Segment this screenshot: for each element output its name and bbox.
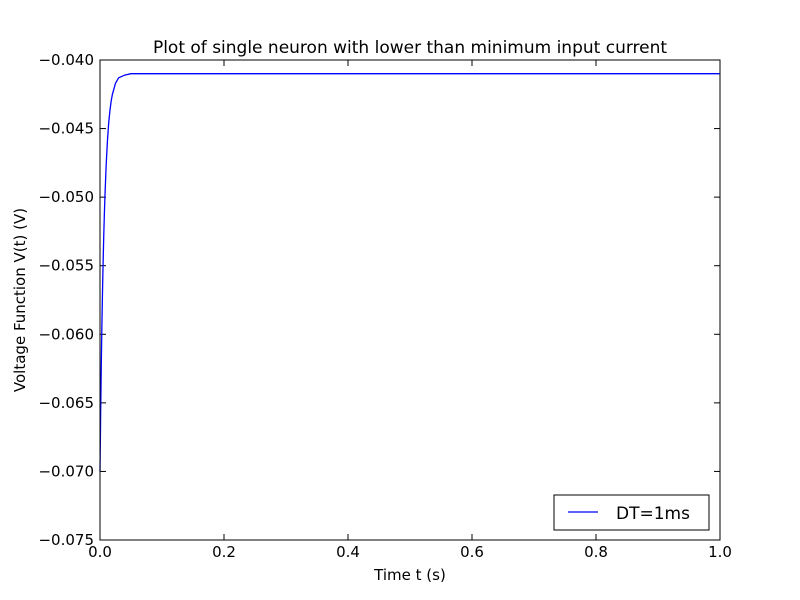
y-tick-label: −0.045 [38, 120, 94, 138]
series-layer [99, 73, 720, 472]
plot-area-frame [99, 59, 721, 541]
y-axis-label: Voltage Function V(t) (V) [11, 208, 29, 392]
axis-ticks: 0.0 0.2 0.4 0.6 0.8 1.0 −0.075 −0.070 −0.065 −0.0… [38, 51, 731, 561]
x-tick-label: 0.8 [584, 543, 608, 561]
x-tick-label: 0.2 [212, 543, 236, 561]
legend-label: DT=1ms [616, 504, 690, 524]
series-line [99, 73, 720, 472]
x-axis-label: Time t (s) [373, 566, 446, 584]
y-tick-label: −0.050 [38, 188, 94, 206]
x-tick-label: 0.0 [88, 543, 112, 561]
y-tick-label: −0.055 [38, 257, 94, 275]
y-tick-label: −0.060 [38, 325, 94, 343]
x-tick-label: 1.0 [708, 543, 732, 561]
y-tick-label: −0.040 [38, 51, 94, 69]
chart-title: Plot of single neuron with lower than mi… [153, 38, 667, 58]
y-tick-label: −0.065 [38, 394, 94, 412]
y-tick-label: −0.070 [38, 462, 94, 480]
x-tick-label: 0.4 [336, 543, 360, 561]
x-tick-label: 0.6 [460, 543, 484, 561]
legend: DT=1ms [553, 494, 710, 531]
y-tick-label: −0.075 [38, 531, 94, 549]
